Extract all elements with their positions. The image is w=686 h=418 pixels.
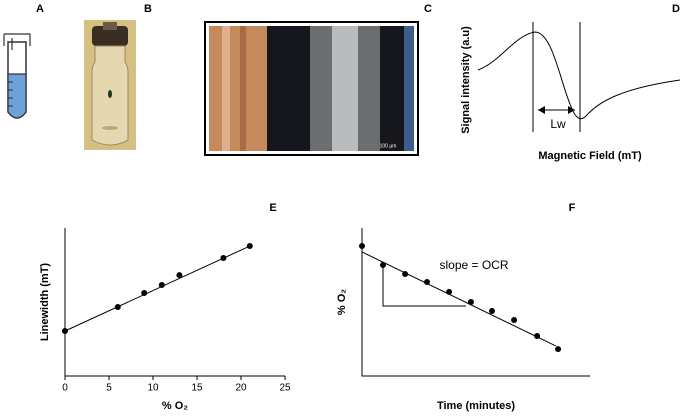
data-point	[359, 243, 365, 250]
data-point	[467, 299, 474, 305]
panel-label: F	[569, 202, 576, 214]
panel-label: B	[144, 3, 152, 15]
x-tick-label: 20	[235, 383, 247, 394]
x-axis-label: Magnetic Field (mT)	[538, 150, 642, 162]
fit-line	[64, 245, 251, 332]
epr-spectrum: Lw Signal intensity (a.u) Magnetic Field…	[460, 22, 681, 162]
x-tick-label: 10	[147, 383, 159, 394]
data-point	[158, 281, 165, 288]
data-point	[176, 272, 183, 279]
x-tick-label: 25	[279, 383, 291, 394]
axes	[361, 228, 590, 377]
data-point	[246, 243, 253, 250]
panel-label: A	[36, 3, 44, 15]
slope-triangle	[382, 266, 466, 307]
microscope-image: 100 µm	[204, 21, 419, 156]
data-point	[402, 271, 409, 278]
y-axis-label: Linewidth (mT)	[39, 263, 51, 342]
panel-label: C	[424, 3, 432, 15]
data-point	[446, 288, 453, 295]
panel-label: E	[269, 202, 276, 214]
data-point	[423, 279, 430, 286]
annotation: slope = OCR	[439, 258, 508, 272]
data-point	[511, 317, 518, 324]
linewidth-annotation: Lw	[550, 117, 566, 131]
data-point	[220, 255, 227, 262]
scale-bar-label: 100 µm	[380, 143, 397, 149]
y-axis-label: Signal intensity (a.u)	[460, 26, 472, 134]
x-axis-label: % O₂	[162, 400, 188, 412]
y-axis-label: % O₂	[336, 289, 348, 315]
x-tick-label: 5	[106, 383, 112, 394]
data-point	[488, 308, 495, 315]
data-point	[379, 262, 386, 268]
data-point	[555, 346, 562, 353]
x-axis-label: Time (minutes)	[437, 400, 515, 412]
vial-photo	[84, 20, 136, 150]
data-point	[534, 333, 541, 340]
x-tick-label: 0	[62, 383, 68, 394]
tube-illustration	[3, 33, 31, 119]
fit-line	[361, 251, 557, 347]
data-point	[141, 289, 148, 296]
x-tick-label: 15	[191, 383, 203, 394]
panel-label: D	[672, 3, 680, 15]
data-point	[62, 328, 68, 335]
data-point	[114, 304, 121, 311]
